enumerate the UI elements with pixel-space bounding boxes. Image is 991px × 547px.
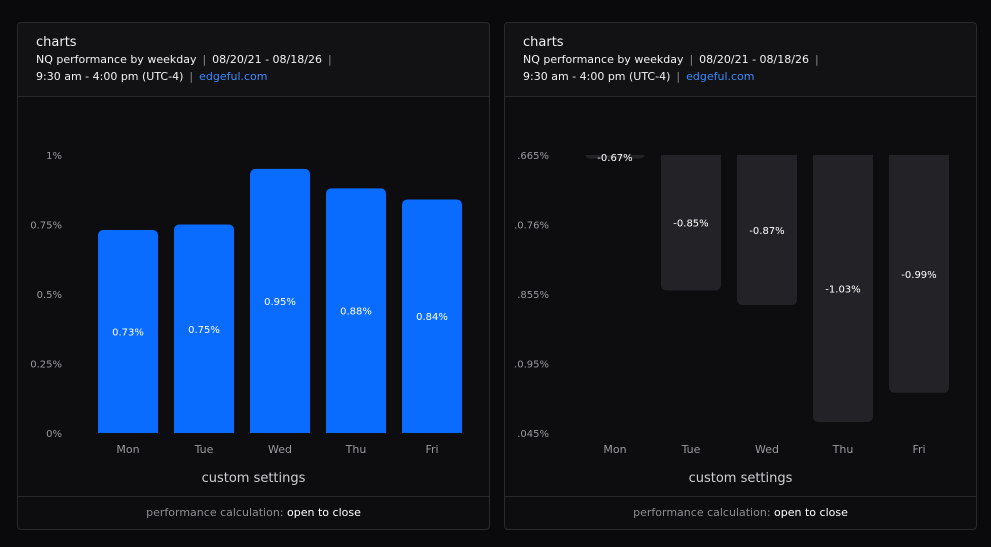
bar-chart-negative: .665% .0.76% .855% .0.95% .045% -0.67% Mon -0.8… [514, 151, 949, 456]
x-category-label: Thu [345, 443, 367, 456]
panel-subtitle-line2: 9:30 am - 4:00 pm (UTC-4) | edgeful.com [523, 68, 976, 85]
panel-header: charts NQ performance by weekday | 08/20/2… [18, 23, 489, 97]
bar [889, 155, 949, 393]
bar [326, 188, 386, 433]
separator: | [327, 53, 332, 66]
bar-chart-positive: 1% 0.75% 0.5% 0.25% 0% 0.73% Mon 0.75% Tue 0.95% W… [30, 151, 462, 456]
panel-footer: performance calculation: open to close [505, 496, 976, 529]
panel-subtitle-line1: NQ performance by weekday | 08/20/21 - 08/… [523, 51, 976, 68]
chart-panel-right: charts NQ performance by weekday | 08/20/2… [504, 22, 977, 530]
bar [737, 155, 797, 305]
y-tick-label: 1% [46, 151, 62, 162]
instrument-label: NQ performance by weekday [523, 53, 684, 66]
x-category-label: Fri [425, 443, 438, 456]
panel-footer: performance calculation: open to close [18, 496, 489, 529]
bar-value-label: 0.75% [188, 325, 220, 336]
y-tick-label: .855% [517, 290, 549, 301]
bar [402, 199, 462, 433]
bar-value-label: -0.87% [749, 226, 784, 237]
chart-panel-left: charts NQ performance by weekday | 08/20/2… [17, 22, 490, 530]
footer-label: performance calculation: [146, 506, 284, 519]
y-tick-label: .665% [517, 151, 549, 162]
source-link[interactable]: edgeful.com [686, 70, 755, 83]
bar-value-label: -0.99% [901, 270, 936, 281]
y-tick-label: 0.25% [30, 360, 62, 371]
separator: | [202, 53, 207, 66]
bar [98, 230, 158, 433]
bar-value-label: -0.85% [673, 219, 708, 230]
separator: | [189, 70, 194, 83]
footer-value[interactable]: open to close [774, 506, 848, 519]
panel-title: charts [36, 35, 77, 50]
x-category-label: Wed [755, 443, 779, 456]
bar-value-label: -0.67% [597, 153, 632, 164]
separator: | [676, 70, 681, 83]
source-link[interactable]: edgeful.com [199, 70, 268, 83]
session-time: 9:30 am - 4:00 pm (UTC-4) [36, 70, 184, 83]
bar [250, 168, 310, 433]
x-category-label: Tue [681, 443, 701, 456]
date-range: 08/20/21 - 08/18/26 [699, 53, 809, 66]
bar [585, 152, 645, 159]
bar [661, 155, 721, 291]
instrument-label: NQ performance by weekday [36, 53, 197, 66]
y-tick-label: 0.5% [37, 290, 62, 301]
y-tick-label: 0% [46, 429, 62, 440]
x-category-label: Thu [832, 443, 854, 456]
bar-value-label: 0.73% [112, 328, 144, 339]
session-time: 9:30 am - 4:00 pm (UTC-4) [523, 70, 671, 83]
x-category-label: Tue [194, 443, 214, 456]
separator: | [689, 53, 694, 66]
x-category-label: Wed [268, 443, 292, 456]
footer-value[interactable]: open to close [287, 506, 361, 519]
date-range: 08/20/21 - 08/18/26 [212, 53, 322, 66]
bar-value-label: 0.88% [340, 307, 372, 318]
y-tick-label: .045% [517, 429, 549, 440]
bar-value-label: -1.03% [825, 285, 860, 296]
custom-settings-button[interactable]: custom settings [201, 471, 306, 486]
bar-value-label: 0.95% [264, 297, 296, 308]
panel-title: charts [523, 35, 564, 50]
bar [813, 155, 873, 423]
custom-settings-button[interactable]: custom settings [688, 471, 793, 486]
panel-subtitle-line1: NQ performance by weekday | 08/20/21 - 08/… [36, 51, 489, 68]
x-category-label: Fri [912, 443, 925, 456]
footer-label: performance calculation: [633, 506, 771, 519]
y-tick-label: .0.76% [514, 221, 549, 232]
panel-subtitle-line2: 9:30 am - 4:00 pm (UTC-4) | edgeful.com [36, 68, 489, 85]
y-tick-label: .0.95% [514, 360, 549, 371]
x-category-label: Mon [603, 443, 626, 456]
separator: | [814, 53, 819, 66]
panel-header: charts NQ performance by weekday | 08/20/2… [505, 23, 976, 97]
bar-value-label: 0.84% [416, 312, 448, 323]
bar [174, 224, 234, 433]
y-tick-label: 0.75% [30, 221, 62, 232]
x-category-label: Mon [116, 443, 139, 456]
